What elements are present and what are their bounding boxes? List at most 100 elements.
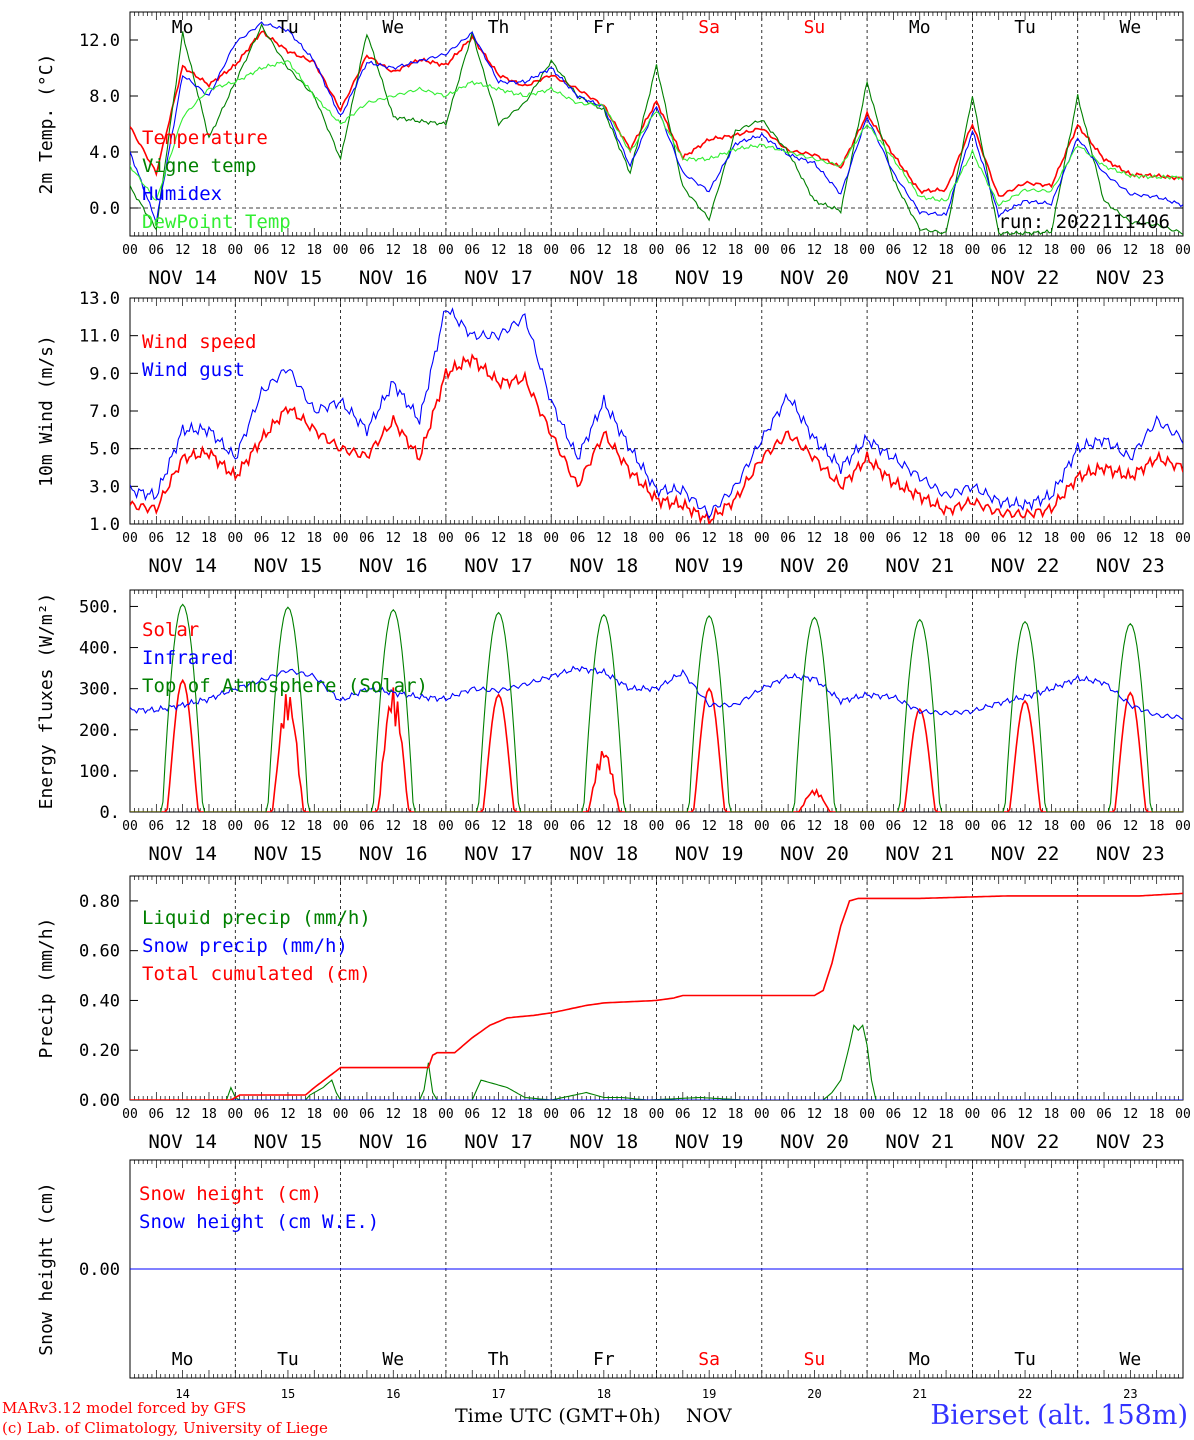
hour-tick-label: 12	[1123, 531, 1139, 546]
day-of-week-label: Sa	[698, 17, 720, 38]
y-tick-label: 11.0	[79, 327, 120, 347]
date-label: NOV 18	[570, 1131, 639, 1153]
hour-tick-label: 06	[886, 243, 902, 258]
hour-tick-label: 06	[1096, 1107, 1112, 1122]
series-group	[130, 603, 1183, 812]
date-label: NOV 20	[780, 843, 849, 865]
hour-tick-label: 06	[148, 819, 164, 834]
hour-tick-label: 06	[780, 1107, 796, 1122]
hour-tick-label: 00	[859, 1107, 875, 1122]
hour-tick-label: 18	[201, 243, 217, 258]
hour-tick-label: 00	[438, 243, 454, 258]
hour-tick-label: 06	[148, 243, 164, 258]
series-line-vigne-temp	[130, 22, 1183, 236]
hour-tick-label: 18	[622, 243, 638, 258]
hour-tick-label: 18	[938, 243, 954, 258]
day-of-week-label: Fr	[593, 17, 615, 38]
series-group	[130, 307, 1183, 524]
series-line-dewpoint-temp	[130, 60, 1183, 207]
date-label: NOV 18	[570, 555, 639, 577]
y-tick-label: 3.0	[89, 477, 120, 497]
hour-tick-label: 18	[833, 243, 849, 258]
hour-tick-label: 00	[543, 531, 559, 546]
day-number-label: 14	[175, 1387, 189, 1401]
hour-tick-label: 12	[807, 531, 823, 546]
date-label: NOV 16	[359, 555, 428, 577]
hour-tick-label: 00	[1070, 819, 1086, 834]
date-label: NOV 22	[991, 843, 1060, 865]
hour-tick-label: 00	[543, 819, 559, 834]
hour-tick-label: 18	[517, 819, 533, 834]
hour-tick-label: 06	[254, 819, 270, 834]
hour-tick-label: 18	[201, 1107, 217, 1122]
day-number-label: 21	[913, 1387, 927, 1401]
hour-tick-label: 12	[175, 243, 191, 258]
plot-frame	[129, 11, 1184, 237]
hour-tick-label: 12	[596, 819, 612, 834]
hour-tick-label: 00	[122, 819, 138, 834]
date-label: NOV 23	[1096, 1131, 1165, 1153]
y-tick-label: 9.0	[89, 364, 120, 384]
hour-tick-label: 06	[359, 819, 375, 834]
hour-tick-label: 12	[912, 1107, 928, 1122]
hour-tick-label: 12	[807, 243, 823, 258]
legend-entry: Snow precip (mm/h)	[142, 935, 348, 957]
legend-entry: Top of Atmosphere (Solar)	[142, 675, 428, 697]
hour-tick-label: 00	[754, 243, 770, 258]
y-tick-label: 500.	[79, 597, 120, 617]
hour-tick-label: 12	[280, 243, 296, 258]
hour-tick-label: 12	[491, 1107, 507, 1122]
day-number-label: 16	[386, 1387, 400, 1401]
hour-tick-label: 00	[543, 1107, 559, 1122]
date-label: NOV 23	[1096, 555, 1165, 577]
hour-tick-label: 00	[438, 1107, 454, 1122]
hour-tick-label: 06	[464, 531, 480, 546]
hour-tick-label: 06	[675, 1107, 691, 1122]
day-of-week-label: Mo	[909, 1349, 931, 1370]
day-of-week-label: We	[382, 17, 404, 38]
hour-tick-label: 00	[649, 243, 665, 258]
y-tick-label: 8.0	[89, 87, 120, 107]
y-tick-label: 0.00	[79, 1091, 120, 1111]
hour-tick-label: 18	[1044, 243, 1060, 258]
hour-tick-label: 00	[965, 531, 981, 546]
hour-tick-label: 18	[1044, 531, 1060, 546]
legend-entry: DewPoint Temp	[142, 211, 291, 233]
y-tick-label: 0.	[100, 803, 120, 823]
hour-tick-label: 12	[596, 1107, 612, 1122]
hour-tick-label: 06	[359, 1107, 375, 1122]
hour-tick-label: 06	[254, 1107, 270, 1122]
hour-tick-label: 06	[1096, 243, 1112, 258]
hour-tick-label: 18	[412, 243, 428, 258]
y-axis-title: Precip (mm/h)	[36, 918, 57, 1059]
hour-tick-label: 00	[122, 531, 138, 546]
y-tick-label: 0.80	[79, 892, 120, 912]
day-of-week-label: Mo	[172, 1349, 194, 1370]
date-label: NOV 20	[780, 555, 849, 577]
hour-tick-label: 00	[754, 819, 770, 834]
hour-tick-label: 18	[306, 1107, 322, 1122]
hour-tick-label: 12	[491, 819, 507, 834]
y-tick-label: 0.0	[89, 199, 120, 219]
date-label: NOV 21	[885, 267, 954, 289]
hour-tick-label: 06	[570, 243, 586, 258]
date-label: NOV 21	[885, 1131, 954, 1153]
hour-tick-label: 00	[1070, 243, 1086, 258]
x-axis-title: Time UTC (GMT+0h)	[455, 1405, 661, 1427]
y-axis-title: Energy fluxes (W/m²)	[36, 593, 57, 810]
hour-tick-label: 18	[728, 531, 744, 546]
hour-tick-label: 00	[1070, 531, 1086, 546]
hour-tick-label: 18	[201, 531, 217, 546]
date-label: NOV 17	[464, 267, 533, 289]
date-label: NOV 19	[675, 1131, 744, 1153]
legend-entry: Humidex	[142, 183, 222, 205]
hour-tick-label: 00	[333, 531, 349, 546]
date-label: NOV 23	[1096, 267, 1165, 289]
date-label: NOV 15	[254, 1131, 323, 1153]
hour-tick-label: 12	[807, 819, 823, 834]
hour-tick-label: 12	[175, 531, 191, 546]
hour-tick-label: 00	[333, 819, 349, 834]
hour-tick-label: 18	[833, 1107, 849, 1122]
hour-tick-label: 06	[254, 243, 270, 258]
hour-tick-label: 18	[306, 243, 322, 258]
